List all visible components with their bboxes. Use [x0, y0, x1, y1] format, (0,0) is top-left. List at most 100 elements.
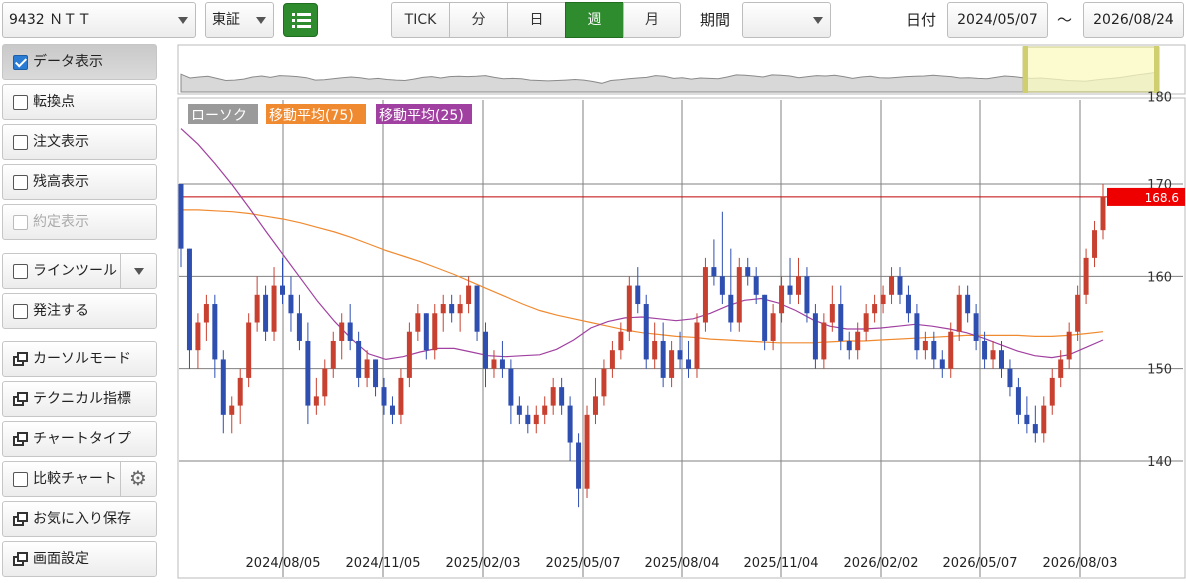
save-favorite-button[interactable]: お気に入り保存: [2, 501, 157, 537]
legend: ローソク 移動平均(75) 移動平均(25): [188, 104, 472, 124]
line-tool-toggle[interactable]: ラインツール: [2, 253, 157, 289]
candle-body: [1041, 405, 1047, 434]
candle-body: [880, 294, 886, 305]
checkbox-icon: [13, 304, 28, 319]
candle-body: [246, 322, 252, 378]
date-separator: ～: [1057, 11, 1073, 29]
x-tick-label: 2026/02/02: [844, 556, 919, 571]
order-display-toggle[interactable]: 注文表示: [2, 124, 157, 160]
candle-body: [821, 322, 827, 360]
candle-body: [804, 276, 810, 314]
date-from-input[interactable]: 2024/05/07: [947, 2, 1048, 38]
line-tool-dropdown[interactable]: [120, 254, 156, 288]
candle-body: [592, 396, 598, 415]
x-tick-label: 2026/08/03: [1043, 556, 1118, 571]
candle-body: [956, 294, 962, 332]
candle-body: [626, 285, 632, 332]
candle-body: [939, 359, 945, 369]
window-icon: [13, 352, 29, 367]
data-display-toggle[interactable]: データ表示: [2, 44, 157, 80]
candle-body: [313, 396, 319, 406]
chart-type-button[interactable]: チャートタイプ: [2, 421, 157, 457]
candle-body: [491, 359, 497, 369]
candle-body: [601, 368, 607, 397]
candle-body: [1024, 414, 1030, 425]
market-select-value: 東証: [212, 12, 240, 28]
candle-body: [998, 350, 1004, 369]
candle-body: [499, 359, 505, 369]
x-tick-label: 2024/11/05: [346, 556, 421, 571]
market-select[interactable]: 東証: [205, 2, 274, 38]
candle-body: [779, 285, 785, 314]
x-tick-label: 2025/05/07: [546, 556, 621, 571]
candle-body: [872, 304, 878, 314]
chevron-down-icon: [134, 268, 144, 275]
candle-body: [516, 405, 522, 415]
legend-label: 移動平均(25): [379, 108, 464, 124]
navigator-window[interactable]: [1022, 46, 1160, 93]
candle-body: [406, 331, 412, 378]
candle-body: [973, 313, 979, 341]
candle-body: [1100, 196, 1106, 231]
checkbox-icon: [13, 215, 28, 230]
candle-body: [855, 331, 861, 351]
symbol-select[interactable]: 9432 ＮＴＴ: [2, 2, 196, 38]
range-label: 期間: [700, 11, 731, 29]
candle-body: [618, 331, 624, 351]
navigator-handle-right[interactable]: [1154, 46, 1159, 93]
candle-body: [736, 267, 742, 323]
candle-body: [686, 359, 692, 369]
candle-body: [1092, 230, 1098, 258]
y-tick-label: 180: [1147, 91, 1172, 106]
candle-body: [1032, 424, 1038, 434]
compare-chart-settings[interactable]: ⚙: [120, 462, 156, 496]
candle-body: [922, 340, 928, 351]
balance-display-toggle[interactable]: 残高表示: [2, 164, 157, 200]
legend-chip: [376, 104, 472, 124]
checkbox-icon: [13, 175, 28, 190]
turning-point-toggle[interactable]: 転換点: [2, 84, 157, 120]
candle-body: [364, 359, 370, 378]
candle-body: [1058, 359, 1064, 378]
list-button[interactable]: [283, 3, 318, 37]
range-select[interactable]: [742, 2, 831, 38]
window-icon: [13, 512, 29, 527]
line-tool-label: ラインツール: [33, 263, 117, 279]
window-icon: [13, 552, 29, 567]
date-to-input[interactable]: 2026/08/24: [1083, 2, 1184, 38]
period-tick-button[interactable]: TICK: [391, 2, 449, 38]
candle-body: [398, 377, 404, 415]
candle-body: [889, 276, 895, 295]
x-tick-label: 2025/11/04: [744, 556, 819, 571]
data-display-label: データ表示: [33, 54, 103, 70]
compare-chart-toggle[interactable]: 比較チャート ⚙: [2, 461, 157, 497]
candle-body: [432, 313, 438, 351]
candle-body: [677, 350, 683, 360]
period-week-button[interactable]: 週: [565, 2, 623, 38]
technical-button[interactable]: テクニカル指標: [2, 381, 157, 417]
candle-body: [982, 340, 988, 360]
cursor-mode-button[interactable]: カーソルモード: [2, 341, 157, 377]
place-order-toggle[interactable]: 発注する: [2, 293, 157, 329]
candle-body: [449, 304, 455, 314]
candle-body: [466, 285, 472, 305]
period-month-button[interactable]: 月: [623, 2, 681, 38]
turning-point-label: 転換点: [33, 94, 75, 110]
candle-body: [474, 285, 480, 332]
candle-body: [263, 294, 269, 332]
balance-display-label: 残高表示: [33, 174, 89, 190]
candle-body: [305, 340, 311, 406]
screen-settings-button[interactable]: 画面設定: [2, 541, 157, 577]
place-order-label: 発注する: [33, 303, 89, 319]
candle-body: [195, 322, 201, 351]
candle-body: [322, 368, 328, 397]
x-tick-label: 2024/08/05: [246, 556, 321, 571]
grid: [179, 100, 1183, 577]
period-day-button[interactable]: 日: [507, 2, 565, 38]
period-minute-button[interactable]: 分: [449, 2, 507, 38]
navigator-handle-left[interactable]: [1023, 46, 1028, 93]
chart-area[interactable]: 140 150 160 170 180 2024/08/05 2024/11/05 2025/…: [177, 44, 1186, 579]
save-favorite-label: お気に入り保存: [33, 511, 131, 527]
candle-body: [186, 248, 192, 351]
